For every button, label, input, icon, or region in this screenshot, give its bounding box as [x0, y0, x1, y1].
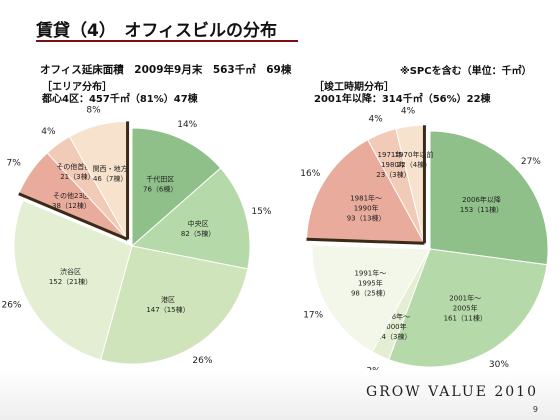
completion-pct-label-7: 4% [401, 106, 416, 116]
area-slice-label-6-1: その他首都圏 [56, 162, 98, 171]
office-floor-area-summary: オフィス延床面積 2009年9月末 563千㎡ 69棟 [40, 64, 292, 76]
completion-slice-label-6-2: 1980年 [381, 160, 406, 169]
completion-slice-label-5-1: 1981年～ [350, 193, 382, 202]
area-slice-label-4-2: 152（21棟） [49, 277, 92, 286]
footer-band [0, 370, 560, 420]
area-slice-2 [130, 167, 251, 270]
area-slice-label-5-1: その他23区 [53, 191, 90, 200]
area-pct-label-1: 14% [177, 120, 197, 130]
area-pct-label-6: 4% [41, 127, 56, 137]
completion-slice-label-7-2: 22（4棟） [397, 160, 431, 169]
area-group-separator [18, 192, 129, 241]
area-slice-label-7-1: 関西・地方 [93, 164, 128, 173]
completion-chart-title-line2: 2001年以降：314千㎡（56%）22棟 [314, 94, 491, 105]
area-slice-1 [131, 127, 222, 248]
area-slice-3 [100, 245, 249, 365]
completion-chart-title: ［竣工時期分布］ 2001年以降：314千㎡（56%）22棟 [314, 82, 491, 106]
area-slice-label-7-2: 46（7棟） [93, 174, 127, 183]
completion-slice-4 [311, 244, 431, 353]
completion-slice-label-3-3: 14（3棟） [377, 332, 411, 341]
area-pct-label-7: 8% [86, 106, 101, 116]
page-title: 賃貸（4） オフィスビルの分布 [36, 21, 277, 41]
area-slice-label-1-1: 千代田区 [146, 175, 174, 184]
completion-slice-label-7-1: 1970年以前 [395, 150, 434, 159]
completion-slice-label-5-3: 93（13棟） [347, 213, 386, 222]
title-underline [36, 40, 298, 42]
area-slice-label-6-2: 21（3棟） [60, 172, 94, 181]
completion-slice-label-4-3: 98（25棟） [351, 289, 390, 298]
area-slice-label-2-1: 中央区 [188, 219, 209, 228]
page-number: 9 [532, 405, 538, 414]
spc-unit-note: ※SPCを含む（単位：千㎡） [400, 66, 532, 77]
brand-logo-text: GROW VALUE 2010 [366, 384, 538, 400]
area-slice-label-3-1: 港区 [161, 295, 175, 304]
completion-slice-1 [429, 130, 549, 266]
completion-pct-label-2: 30% [489, 360, 509, 370]
area-pct-label-5: 7% [7, 159, 22, 169]
area-chart-title-line1: ［エリア分布］ [42, 82, 112, 93]
completion-slice-label-2-2: 2005年 [453, 304, 478, 313]
completion-slice-label-3-2: 2000年 [382, 322, 407, 331]
area-slice-4 [13, 199, 133, 361]
completion-slice-label-2-3: 161（11棟） [444, 314, 487, 323]
completion-slice-label-1-2: 153（11棟） [460, 205, 503, 214]
completion-pct-label-4: 17% [303, 311, 323, 321]
area-slice-label-3-2: 147（15棟） [146, 305, 189, 314]
completion-pct-label-5: 16% [300, 169, 320, 179]
area-slice-label-2-2: 82（5棟） [181, 229, 215, 238]
area-slice-label-1-2: 76（6棟） [143, 185, 177, 194]
completion-pct-label-1: 27% [521, 157, 541, 167]
area-slice-label-5-2: 38（12棟） [52, 201, 91, 210]
area-pct-label-3: 26% [192, 356, 212, 366]
area-pct-label-4: 26% [1, 301, 21, 311]
completion-slice-label-6-1: 1971年～ [378, 150, 410, 159]
completion-slice-label-6-3: 23（3棟） [376, 170, 410, 179]
completion-pct-label-6: 4% [368, 114, 383, 124]
completion-slice-5 [305, 139, 426, 244]
completion-slice-label-1-1: 2006年以降 [462, 195, 501, 204]
completion-slice-label-5-2: 1990年 [354, 203, 379, 212]
completion-group-separator [306, 237, 425, 245]
completion-slice-2 [388, 248, 548, 368]
completion-slice-label-4-2: 1995年 [358, 279, 383, 288]
completion-chart-title-line1: ［竣工時期分布］ [314, 82, 394, 93]
area-pct-label-2: 15% [251, 207, 271, 217]
completion-slice-label-3-1: 1996年～ [378, 312, 410, 321]
completion-slice-label-2-1: 2001年～ [449, 294, 481, 303]
area-chart-title: ［エリア分布］ 都心4区：457千㎡（81%）47棟 [42, 82, 198, 106]
area-slice-label-4-1: 渋谷区 [60, 267, 81, 276]
area-chart-title-line2: 都心4区：457千㎡（81%）47棟 [42, 94, 198, 105]
completion-slice-7 [395, 124, 425, 244]
completion-slice-label-4-1: 1991年～ [354, 269, 386, 278]
